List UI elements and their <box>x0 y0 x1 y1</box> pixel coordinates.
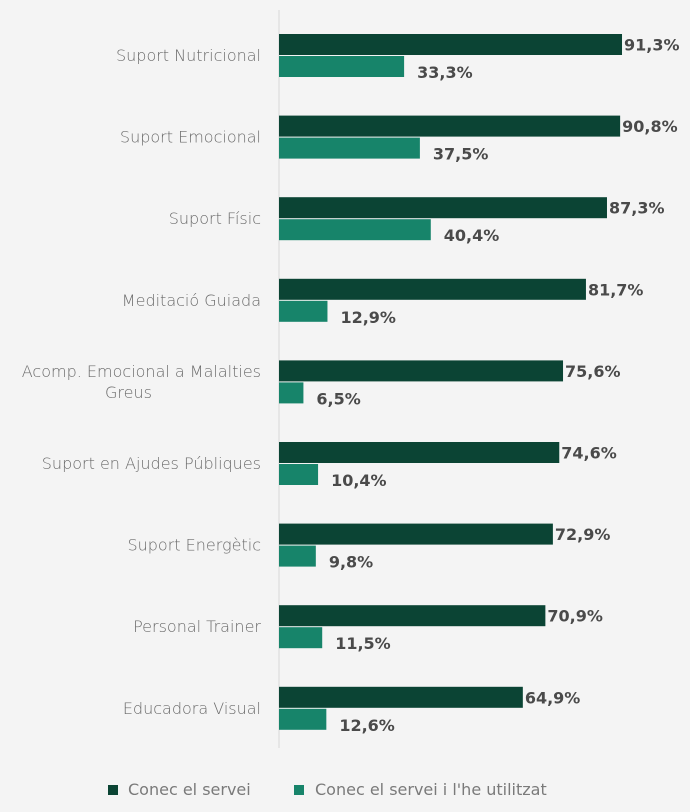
bar-known <box>279 442 560 463</box>
bar-known <box>279 115 621 137</box>
category-label: Suport Emocional <box>120 128 261 147</box>
value-label-used: 40,4% <box>444 226 500 245</box>
category-label-line: Acomp. Emocional a Malalties <box>22 362 261 381</box>
category-label-line: Suport en Ajudes Públiques <box>42 454 261 473</box>
bar-known <box>279 523 553 545</box>
bar-used <box>279 300 328 322</box>
category-label-line: Personal Trainer <box>133 617 261 636</box>
bar-known <box>279 278 586 300</box>
value-label-used: 11,5% <box>335 634 391 653</box>
value-label-used: 9,8% <box>329 553 373 572</box>
bar-used <box>279 56 405 77</box>
legend-swatch-used <box>294 785 304 795</box>
category-label: Personal Trainer <box>133 617 261 636</box>
bar-used <box>279 464 319 485</box>
bar-known <box>279 34 623 55</box>
category-label-line: Suport Emocional <box>120 128 261 147</box>
legend-swatch-known <box>108 785 118 795</box>
value-label-known: 70,9% <box>547 607 603 626</box>
bar-known <box>279 605 546 627</box>
bar-used <box>279 627 323 649</box>
category-label-line: Suport Físic <box>169 209 261 228</box>
value-label-known: 90,8% <box>622 117 678 136</box>
value-label-used: 33,3% <box>417 63 473 82</box>
value-label-used: 10,4% <box>331 471 387 490</box>
category-label-line: Educadora Visual <box>123 699 261 718</box>
bar-used <box>279 708 327 730</box>
legend-label-known[interactable]: Conec el servei <box>128 780 251 799</box>
bar-known <box>279 197 607 219</box>
category-label: Educadora Visual <box>123 699 261 718</box>
value-label-used: 12,9% <box>340 308 396 327</box>
value-label-used: 12,6% <box>339 716 395 735</box>
category-label: Suport Físic <box>169 209 261 228</box>
category-label: Suport Nutricional <box>116 46 261 65</box>
category-label-line: Meditació Guiada <box>122 291 261 310</box>
bar-known <box>279 686 523 708</box>
value-label-known: 74,6% <box>561 444 617 463</box>
value-label-used: 37,5% <box>433 145 489 164</box>
value-label-known: 64,9% <box>525 688 581 707</box>
legend-label-used[interactable]: Conec el servei i l'he utilitzat <box>315 780 547 799</box>
category-label-line: Greus <box>105 383 152 402</box>
value-label-known: 75,6% <box>565 362 621 381</box>
value-label-known: 81,7% <box>588 280 644 299</box>
legend: Conec el servei Conec el servei i l'he u… <box>108 780 547 799</box>
category-label: Suport en Ajudes Públiques <box>42 454 261 473</box>
category-label: Suport Energètic <box>127 536 261 555</box>
value-label-known: 72,9% <box>555 525 611 544</box>
value-label-known: 87,3% <box>609 199 665 218</box>
category-label-line: Suport Energètic <box>127 536 261 555</box>
bar-used <box>279 219 431 241</box>
bar-used <box>279 545 316 567</box>
category-label-line: Suport Nutricional <box>116 46 261 65</box>
bar-known <box>279 360 564 382</box>
value-label-known: 91,3% <box>624 36 680 55</box>
bar-used <box>279 382 304 404</box>
value-label-used: 6,5% <box>316 389 360 408</box>
bar-used <box>279 137 420 159</box>
category-label: Acomp. Emocional a Malalties Greus <box>22 362 261 402</box>
category-label: Meditació Guiada <box>122 291 261 310</box>
